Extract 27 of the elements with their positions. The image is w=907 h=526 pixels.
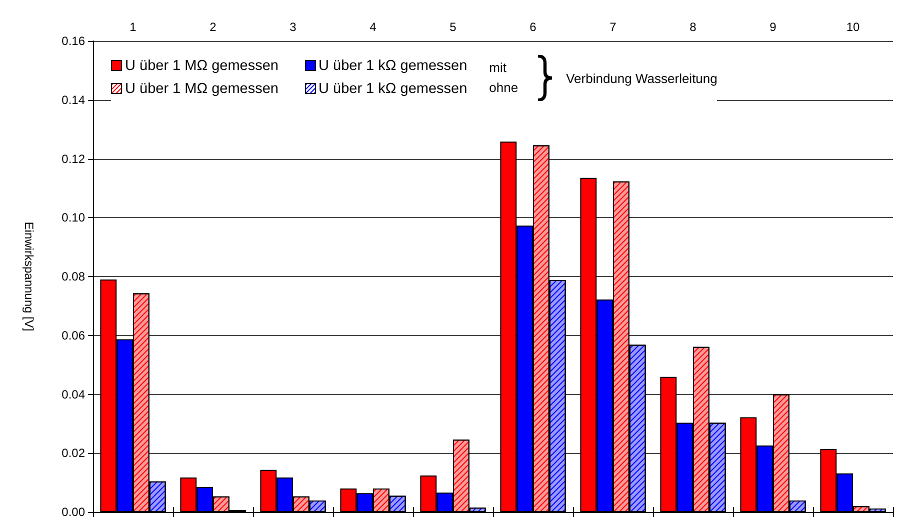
y-tick-label: 0.04 xyxy=(62,387,86,402)
y-tick-label: 0.12 xyxy=(62,152,86,166)
annotation: mit xyxy=(489,59,508,77)
y-tick-label: 0.08 xyxy=(62,270,86,284)
legend-label: U über 1 kΩ gemessen xyxy=(318,57,468,76)
y-tick-label: 0.16 xyxy=(62,34,86,48)
x-tick-label: 5 xyxy=(450,20,457,34)
y-tick-label: 0.02 xyxy=(62,446,86,460)
x-tick-label: 4 xyxy=(370,20,377,34)
annotation: ohne xyxy=(489,79,518,97)
legend-label: U über 1 MΩ gemessen xyxy=(124,80,278,99)
x-tick-label: 7 xyxy=(610,20,617,34)
x-tick-label: 1 xyxy=(130,20,137,34)
x-tick-label: 9 xyxy=(770,20,777,34)
y-tick-label: 0.10 xyxy=(62,210,86,225)
x-tick-label: 2 xyxy=(210,20,217,34)
y-tick-label: 0.06 xyxy=(62,328,86,342)
annotation: Verbindung Wasserleitung xyxy=(566,70,718,86)
y-axis-title: Einwirkspannung [V] xyxy=(22,222,36,332)
y-tick-label: 0.14 xyxy=(62,92,86,107)
x-tick-label: 10 xyxy=(846,20,860,34)
x-tick-label: 6 xyxy=(530,20,537,34)
y-tick-label: 0.00 xyxy=(62,505,86,519)
legend-label: U über 1 MΩ gemessen xyxy=(124,57,278,76)
legend-label: U über 1 kΩ gemessen xyxy=(318,80,468,99)
x-tick-label: 8 xyxy=(690,20,697,34)
x-tick-label: 3 xyxy=(290,20,297,34)
